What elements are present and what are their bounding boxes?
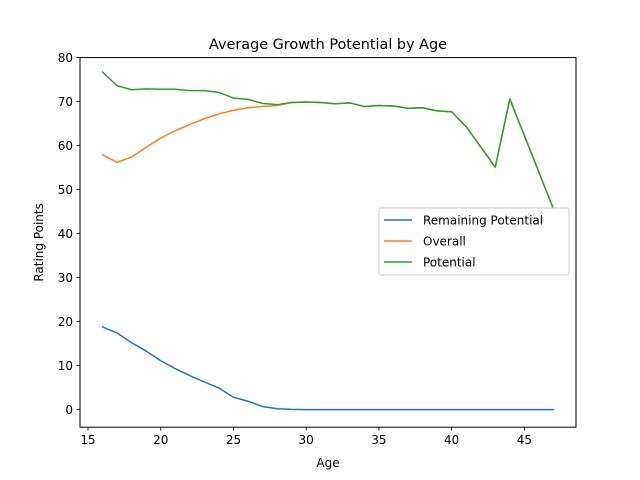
x-tick-label: 30 xyxy=(299,433,314,447)
legend-label: Potential xyxy=(423,255,476,269)
x-axis: 15 20 25 30 35 40 45 xyxy=(80,427,532,447)
series-line-2 xyxy=(101,71,555,210)
y-tick-label: 30 xyxy=(58,271,73,285)
y-tick-label: 60 xyxy=(58,139,73,153)
y-tick-label: 80 xyxy=(58,51,73,65)
x-tick-label: 45 xyxy=(517,433,532,447)
y-tick-label: 70 xyxy=(58,95,73,109)
x-tick-label: 25 xyxy=(226,433,241,447)
legend-frame xyxy=(378,207,570,276)
x-axis-label: Age xyxy=(316,456,339,470)
y-tick-label: 10 xyxy=(58,359,73,373)
y-axis-label: Rating Points xyxy=(32,203,46,282)
x-tick-label: 20 xyxy=(153,433,168,447)
y-tick-label: 20 xyxy=(58,315,73,329)
chart-title: Average Growth Potential by Age xyxy=(209,37,447,53)
legend-label: Overall xyxy=(423,234,466,248)
y-axis: 0 10 20 30 40 50 60 70 80 xyxy=(58,51,80,417)
x-tick-label: 15 xyxy=(80,433,95,447)
y-tick-label: 40 xyxy=(58,227,73,241)
plot-frame xyxy=(79,57,577,428)
x-tick-label: 35 xyxy=(371,433,386,447)
x-tick-label: 40 xyxy=(444,433,459,447)
legend-label: Remaining Potential xyxy=(423,213,543,227)
y-tick-label: 50 xyxy=(58,183,73,197)
series-line-0 xyxy=(101,325,555,411)
series-layer xyxy=(101,71,555,411)
y-tick-label: 0 xyxy=(65,403,73,417)
legend: Remaining Potential Overall Potential xyxy=(378,207,570,276)
